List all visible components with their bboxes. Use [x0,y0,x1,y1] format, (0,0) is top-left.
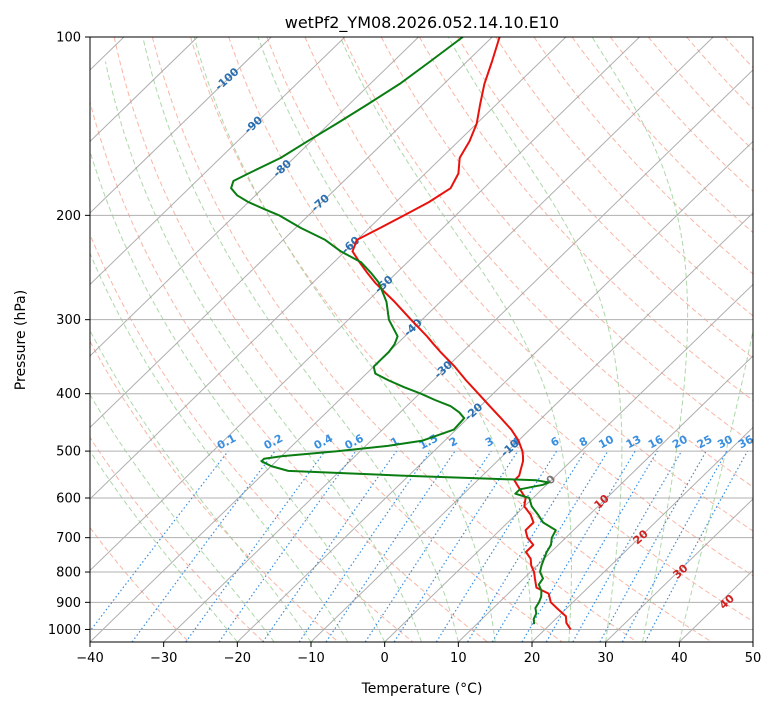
dewpoint-line [230,37,557,625]
y-tick-label: 200 [56,209,81,224]
mixing-ratio-label: 36 [736,433,756,452]
x-tick-label: −20 [224,651,251,666]
mixing-ratio-line [364,450,492,642]
y-tick-label: 300 [56,313,81,328]
isotherm-line [90,37,640,572]
chart-title: wetPf2_YM08.2026.052.14.10.E10 [285,13,559,33]
y-axis-label: Pressure (hPa) [13,290,29,390]
mixing-ratio-line [325,450,456,642]
isotherm-line [752,641,753,642]
isotherm-line [90,37,567,500]
moist-adiabat [447,37,623,642]
dry-adiabat [113,37,563,642]
moist-adiabat [257,37,533,642]
dry-adiabat [90,233,414,642]
mixing-ratio-line [262,450,397,642]
x-tick-label: 0 [381,651,389,666]
x-tick-label: 40 [671,651,688,666]
isotherm-line [310,212,753,642]
grid-layer [90,37,775,642]
x-tick-label: 50 [745,651,762,666]
y-tick-label: 600 [56,492,81,507]
mixing-ratio-label: 30 [715,433,735,452]
dry-adiabat [190,37,712,642]
moist-adiabat [193,37,496,642]
mixing-ratio-line [572,450,683,642]
dry-adiabat [457,37,753,359]
moist-adiabat [104,61,422,642]
plot-background [90,37,753,642]
mixing-ratio-line [298,450,431,642]
mixing-ratio-line [131,450,276,642]
isotherm-line [90,37,714,642]
x-tick-label: −40 [76,651,103,666]
y-tick-label: 700 [56,531,81,546]
mixing-ratio-line [218,450,357,642]
dry-adiabat [90,526,190,642]
isotherm-line [531,426,753,642]
moist-adiabat [678,328,753,642]
mixing-ratio-label: 25 [695,433,715,452]
isotherm-line [605,498,753,642]
moist-adiabat [591,37,689,642]
mixing-ratio-line [466,450,586,642]
dry-adiabat [763,37,775,642]
y-tick-label: 800 [56,566,81,581]
dry-adiabat [266,37,753,577]
y-tick-label: 500 [56,445,81,460]
moist-adiabat [142,37,459,642]
x-tick-label: −10 [297,651,324,666]
mixing-ratio-label: 13 [624,433,644,452]
isotherm-line [90,37,346,286]
isotherm-line [90,37,272,214]
isotherm-line [163,69,753,642]
x-tick-label: 10 [450,651,467,666]
dry-adiabat [648,37,753,151]
isotherm-line [90,37,198,143]
y-tick-label: 900 [56,596,81,611]
moist-adiabat [90,450,238,642]
axes: −40 −30 −20 −10 0 10 20 30 40 50 100 200 300 400 500 60… [48,31,761,667]
temperature-line [351,37,572,630]
y-tick-label: 100 [56,31,81,46]
moist-adiabat [339,37,572,642]
mixing-ratio-line [491,450,609,642]
mixing-ratio-line [644,450,749,642]
x-axis-label: Temperature (°C) [361,681,483,697]
isotherm-line [236,140,753,642]
plot-frame [89,36,754,643]
dry-adiabat [571,37,753,234]
mixing-ratio-label: 16 [646,433,666,452]
dry-adiabat [90,436,264,642]
y-tick-label: 400 [56,387,81,402]
x-tick-label: 30 [597,651,614,666]
mixing-ratio-label: 20 [670,433,690,452]
isotherm-line [457,355,753,642]
isotherm-line [90,37,493,429]
dry-adiabat [151,37,638,642]
mixing-ratio-label: 10 [596,433,616,452]
mixing-ratio-line [185,450,326,642]
mixing-ratio-line [599,450,707,642]
profile-lines [230,37,572,630]
x-tick-label: −30 [150,651,177,666]
dry-adiabat [228,37,753,622]
mixing-ratio-line [621,450,728,642]
isotherm-line [384,283,753,642]
mixing-ratio-line [393,450,519,642]
dry-adiabat [304,37,753,532]
x-tick-label: 20 [524,651,541,666]
dry-adiabat [342,37,753,488]
dry-adiabat [90,100,488,642]
y-tick-label: 1000 [48,623,81,638]
moist-adiabat [90,149,386,642]
